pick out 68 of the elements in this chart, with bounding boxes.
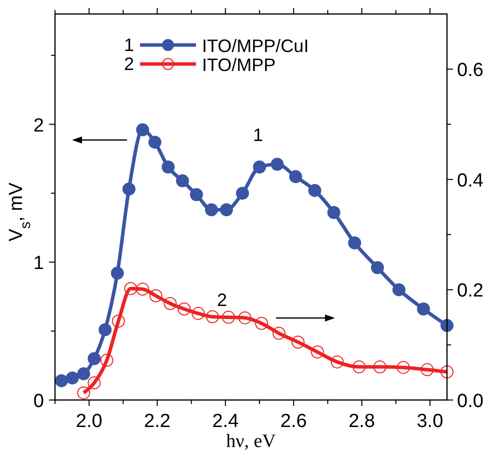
point <box>392 283 406 296</box>
point <box>396 360 410 374</box>
point <box>192 306 205 320</box>
point <box>420 363 434 376</box>
annotation: 1 <box>252 125 264 145</box>
point <box>136 282 150 296</box>
point <box>88 352 101 366</box>
point <box>310 346 324 359</box>
x-tick-label: 2.0 <box>76 411 102 432</box>
x-tick-label: 3.0 <box>416 411 444 432</box>
point <box>136 123 150 136</box>
y2-tick-label: 0.0 <box>457 391 484 412</box>
point <box>190 188 203 202</box>
text: 2 <box>124 54 134 74</box>
point <box>54 374 68 388</box>
y-tick-label: 1 <box>33 253 44 274</box>
point <box>122 182 136 196</box>
point <box>272 326 286 340</box>
point <box>66 371 79 384</box>
annotation: 2 <box>216 290 228 310</box>
legend-label: ITO/MPP/CuI <box>202 36 309 56</box>
point <box>330 355 344 368</box>
point <box>206 310 219 324</box>
x-axis-title: hν, eV <box>226 431 276 452</box>
point <box>176 174 189 188</box>
point <box>255 316 268 330</box>
point <box>110 266 124 280</box>
point <box>222 310 236 324</box>
legend-label: ITO/MPP <box>202 55 276 75</box>
point <box>440 365 454 378</box>
point <box>178 302 191 316</box>
point <box>308 184 322 197</box>
y2-tick-label: 0.6 <box>457 60 484 82</box>
text: 1 <box>124 35 134 55</box>
point <box>327 206 340 220</box>
point <box>164 297 177 310</box>
point <box>370 261 384 274</box>
point <box>77 386 90 400</box>
x-tick-label: 2.8 <box>348 411 375 432</box>
point <box>348 236 362 250</box>
point <box>148 136 162 149</box>
point <box>238 311 252 324</box>
y-tick-label: 0 <box>33 391 44 412</box>
point <box>112 314 125 328</box>
point <box>270 158 284 171</box>
point <box>124 282 138 296</box>
point <box>236 186 249 200</box>
point <box>373 360 386 374</box>
point <box>292 336 305 349</box>
point <box>162 160 175 174</box>
point <box>220 203 233 216</box>
point <box>289 170 302 184</box>
point <box>100 354 114 367</box>
point <box>440 319 454 332</box>
point <box>88 376 101 390</box>
y2-tick-label: 0.2 <box>457 280 484 302</box>
point <box>416 302 430 316</box>
point <box>253 160 266 174</box>
point <box>204 203 218 216</box>
x-tick-label: 2.6 <box>280 411 307 432</box>
point <box>98 323 112 336</box>
point <box>77 367 90 380</box>
point <box>149 289 162 302</box>
x-tick-label: 2.4 <box>212 411 240 432</box>
x-tick-label: 2.2 <box>144 411 170 432</box>
y-tick-label: 2 <box>33 115 44 136</box>
point <box>352 360 366 374</box>
y2-tick-label: 0.4 <box>457 170 484 192</box>
